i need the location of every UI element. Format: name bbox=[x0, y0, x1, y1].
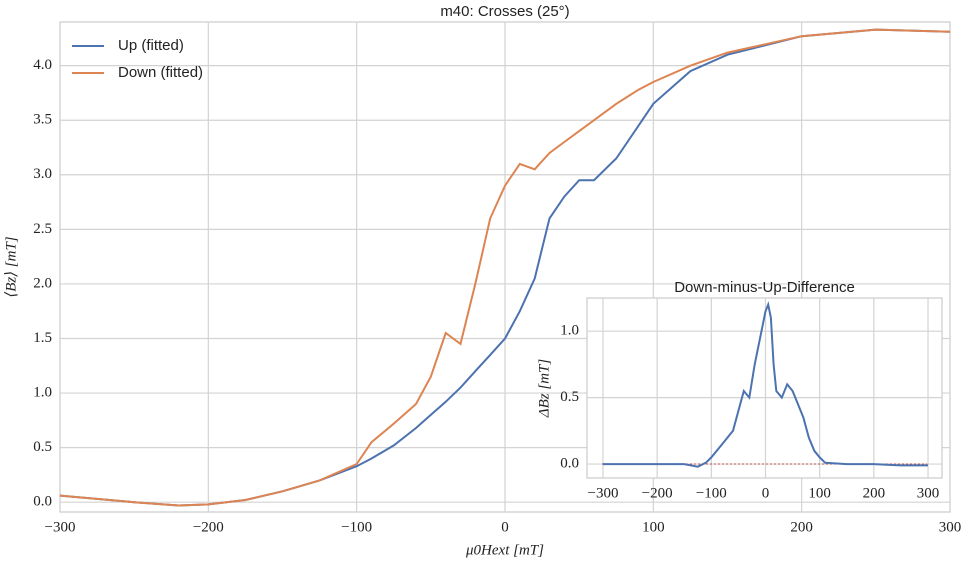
y-tick-label: 0.0 bbox=[33, 494, 52, 510]
x-tick-label: 100 bbox=[642, 519, 665, 535]
y-axis-label: ΔBz [mT] bbox=[536, 359, 552, 419]
y-tick-label: 1.5 bbox=[33, 330, 52, 346]
plot-area bbox=[586, 297, 943, 479]
x-tick-label: −200 bbox=[642, 485, 673, 501]
y-tick-label: 0.0 bbox=[560, 455, 579, 471]
data-line bbox=[603, 301, 928, 468]
x-tick-label: 200 bbox=[790, 519, 813, 535]
y-tick-label: 2.0 bbox=[33, 275, 52, 291]
x-tick-label: −100 bbox=[696, 485, 727, 501]
x-tick-label: 200 bbox=[863, 485, 886, 501]
x-tick-label: 300 bbox=[917, 485, 940, 501]
y-tick-label: 0.5 bbox=[33, 439, 52, 455]
x-tick-label: 300 bbox=[939, 519, 962, 535]
x-tick-label: 0 bbox=[762, 485, 770, 501]
y-tick-label: 4.0 bbox=[33, 57, 52, 73]
chart-title: Down-minus-Up-Difference bbox=[674, 279, 855, 296]
chart-title: m40: Crosses (25°) bbox=[440, 3, 569, 20]
y-tick-label: 1.0 bbox=[33, 384, 52, 400]
x-tick-label: 0 bbox=[501, 519, 509, 535]
legend-label: Up (fitted) bbox=[118, 37, 184, 54]
y-tick-label: 3.5 bbox=[33, 112, 52, 128]
y-tick-label: 1.0 bbox=[560, 323, 579, 339]
x-axis-label: μ0Hext [mT] bbox=[465, 542, 544, 558]
legend-label: Down (fitted) bbox=[118, 64, 203, 81]
y-tick-label: 2.5 bbox=[33, 221, 52, 237]
x-tick-label: −200 bbox=[193, 519, 224, 535]
y-tick-label: 0.5 bbox=[560, 389, 579, 405]
y-tick-label: 3.0 bbox=[33, 166, 52, 182]
x-tick-label: −100 bbox=[341, 519, 372, 535]
y-axis-label: ⟨Bz⟩ [mT] bbox=[3, 236, 19, 297]
x-tick-label: −300 bbox=[587, 485, 618, 501]
data-line bbox=[59, 28, 951, 507]
x-tick-label: 100 bbox=[808, 485, 831, 501]
x-tick-label: −300 bbox=[45, 519, 76, 535]
